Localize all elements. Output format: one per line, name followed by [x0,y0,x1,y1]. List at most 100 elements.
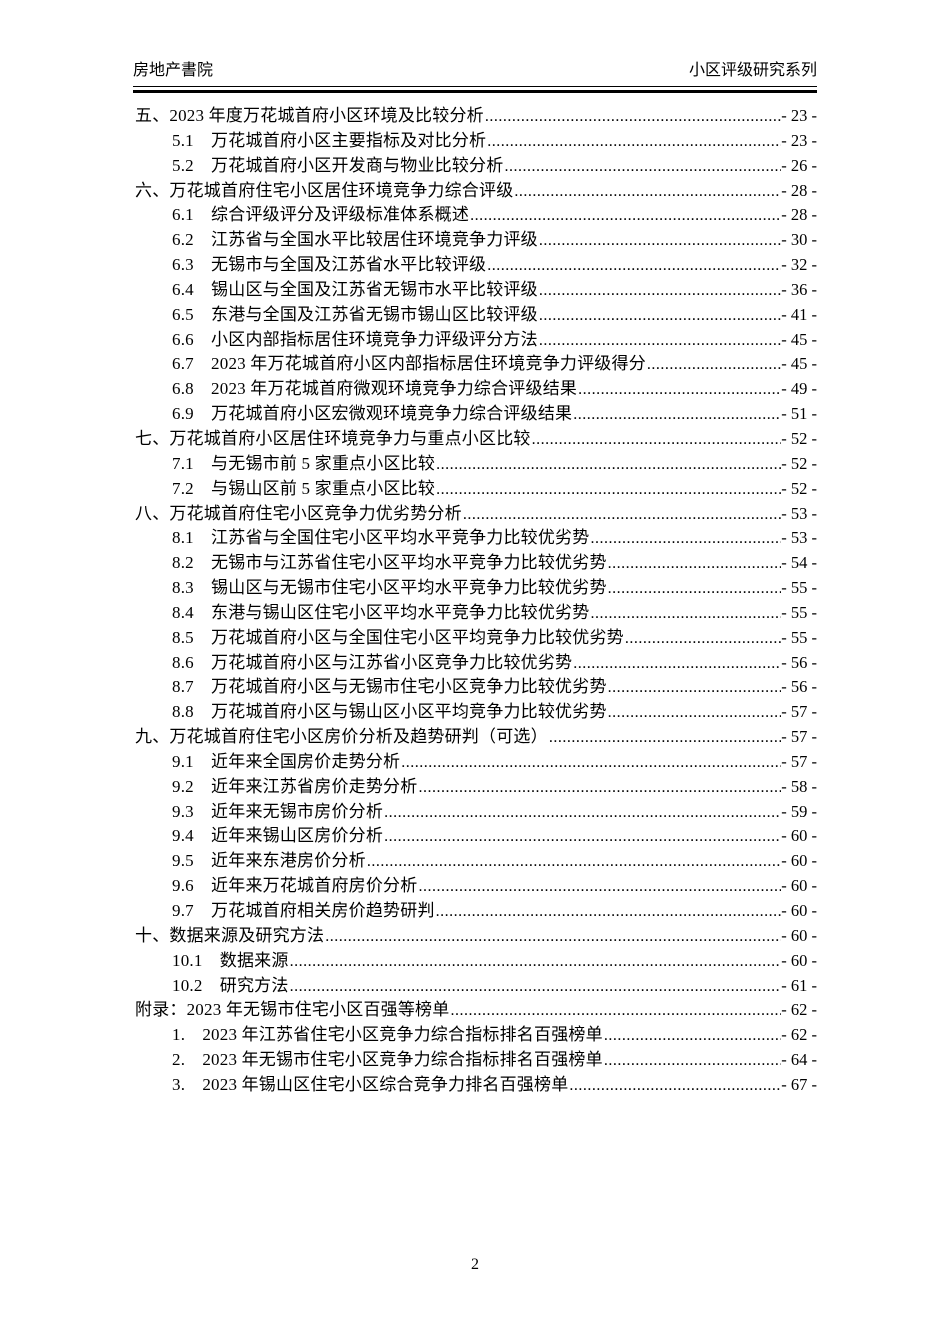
toc-entry[interactable]: 9.2 近年来江苏省房价走势分析 - 58 - [133,772,817,797]
toc-entry[interactable]: 六、万花城首府住宅小区居住环境竞争力综合评级 - 28 - [133,176,817,201]
toc-entry[interactable]: 10.2 研究方法 - 61 - [133,971,817,996]
toc-page-number: - 64 - [781,1050,817,1070]
header-left-text: 房地产書院 [133,62,214,79]
toc-dot-leader [436,903,782,921]
toc-entry[interactable]: 附录：2023 年无锡市住宅小区百强等榜单 - 62 - [133,995,817,1020]
toc-page-number: - 45 - [781,329,817,349]
toc-dot-leader [604,1052,781,1070]
toc-entry[interactable]: 8.2 无锡市与江苏省住宅小区平均水平竞争力比较优劣势 - 54 - [133,548,817,573]
toc-entry[interactable]: 五、2023 年度万花城首府小区环境及比较分析 - 23 - [133,101,817,126]
page-footer: 2 [0,1256,950,1274]
toc-entry[interactable]: 3. 2023 年锡山区住宅小区综合竞争力排名百强榜单 - 67 - [133,1070,817,1095]
toc-entry[interactable]: 10.1 数据来源 - 60 - [133,946,817,971]
toc-entry[interactable]: 6.2 江苏省与全国水平比较居住环境竞争力评级 - 30 - [133,225,817,250]
toc-dot-leader [625,630,781,648]
toc-entry[interactable]: 1. 2023 年江苏省住宅小区竞争力综合指标排名百强榜单 - 62 - [133,1020,817,1045]
toc-entry[interactable]: 6.1 综合评级评分及评级标准体系概述 - 28 - [133,200,817,225]
toc-page-number: - 58 - [781,776,817,796]
toc-entry[interactable]: 8.6 万花城首府小区与江苏省小区竞争力比较优劣势 - 56 - [133,648,817,673]
toc-entry[interactable]: 8.7 万花城首府小区与无锡市住宅小区竞争力比较优劣势 - 56 - [133,672,817,697]
toc-entry[interactable]: 9.6 近年来万花城首府房价分析 - 60 - [133,871,817,896]
toc-entry-label: 2. 2023 年无锡市住宅小区竞争力综合指标排名百强榜单 [172,1050,603,1070]
page-header: 房地产書院 小区评级研究系列 [133,58,817,84]
toc-page-number: - 60 - [781,901,817,920]
toc-entry-label: 7.2 与锡山区前 5 家重点小区比较 [172,478,436,498]
toc-page-number: - 60 - [781,826,817,846]
toc-entry-label: 6.3 无锡市与全国及江苏省水平比较评级 [172,255,487,275]
toc-page-number: - 28 - [781,205,817,225]
toc-entry[interactable]: 十、数据来源及研究方法 - 60 - [133,921,817,946]
toc-entry[interactable]: 8.8 万花城首府小区与锡山区小区平均竞争力比较优劣势 - 57 - [133,697,817,722]
toc-page-number: - 56 - [781,652,817,672]
toc-dot-leader [532,431,782,449]
toc-dot-leader [470,207,781,225]
toc-entry[interactable]: 9.1 近年来全国房价走势分析 - 57 - [133,747,817,772]
toc-entry[interactable]: 7.1 与无锡市前 5 家重点小区比较 - 52 - [133,449,817,474]
toc-dot-leader [485,108,781,126]
toc-entry-label: 6.7 2023 年万花城首府小区内部指标居住环境竞争力评级得分 [172,354,646,374]
toc-entry-label: 8.4 东港与锡山区住宅小区平均水平竞争力比较优劣势 [172,602,590,622]
toc-entry[interactable]: 8.1 江苏省与全国住宅小区平均水平竞争力比较优劣势 - 53 - [133,523,817,548]
toc-dot-leader [325,928,781,946]
toc-page-number: - 23 - [781,130,817,150]
toc-entry-label: 5.2 万花城首府小区开发商与物业比较分析 [172,155,504,175]
toc-entry-label: 7.1 与无锡市前 5 家重点小区比较 [172,453,436,473]
toc-dot-leader [487,257,781,275]
toc-entry[interactable]: 7.2 与锡山区前 5 家重点小区比较 - 52 - [133,474,817,499]
toc-entry[interactable]: 6.5 东港与全国及江苏省无锡市锡山区比较评级 - 41 - [133,300,817,325]
toc-dot-leader [436,456,781,474]
toc-entry[interactable]: 9.7 万花城首府相关房价趋势研判 - 60 - [133,896,817,921]
toc-dot-leader [450,1002,781,1020]
toc-entry-label: 五、2023 年度万花城首府小区环境及比较分析 [135,106,484,125]
toc-page-number: - 55 - [781,602,817,622]
toc-page-number: - 41 - [781,304,817,324]
toc-dot-leader [590,605,781,623]
toc-entry-label: 8.6 万花城首府小区与江苏省小区竞争力比较优劣势 [172,652,573,672]
toc-entry[interactable]: 8.3 锡山区与无锡市住宅小区平均水平竞争力比较优劣势 - 55 - [133,573,817,598]
toc-dot-leader [290,953,782,971]
toc-dot-leader [539,282,781,300]
toc-entry-label: 十、数据来源及研究方法 [135,925,325,945]
toc-dot-leader [367,853,781,871]
toc-entry[interactable]: 9.5 近年来东港房价分析 - 60 - [133,846,817,871]
toc-entry-label: 六、万花城首府住宅小区居住环境竞争力综合评级 [135,180,514,200]
toc-entry[interactable]: 七、万花城首府小区居住环境竞争力与重点小区比较 - 52 - [133,424,817,449]
toc-entry[interactable]: 6.9 万花城首府小区宏微观环境竞争力综合评级结果 - 51 - [133,399,817,424]
toc-page-number: - 60 - [781,925,817,945]
toc-entry[interactable]: 九、万花城首府住宅小区房价分析及趋势研判（可选） - 57 - [133,722,817,747]
toc-entry[interactable]: 八、万花城首府住宅小区竞争力优劣势分析 - 53 - [133,499,817,524]
toc-entry[interactable]: 8.4 东港与锡山区住宅小区平均水平竞争力比较优劣势 - 55 - [133,598,817,623]
toc-entry[interactable]: 6.8 2023 年万花城首府微观环境竞争力综合评级结果 - 49 - [133,374,817,399]
toc-entry[interactable]: 9.4 近年来锡山区房价分析 - 60 - [133,821,817,846]
toc-page-number: - 28 - [781,180,817,200]
toc-dot-leader [384,804,781,822]
toc-entry[interactable]: 6.4 锡山区与全国及江苏省无锡市水平比较评级 - 36 - [133,275,817,300]
toc-dot-leader [436,481,781,499]
toc-page-number: - 49 - [781,379,817,399]
toc-page-number: - 55 - [781,627,817,647]
toc-entry[interactable]: 5.2 万花城首府小区开发商与物业比较分析 - 26 - [133,151,817,176]
toc-entry[interactable]: 8.5 万花城首府小区与全国住宅小区平均竞争力比较优劣势 - 55 - [133,623,817,648]
toc-page-number: - 62 - [781,1025,817,1045]
toc-page-number: - 30 - [781,230,817,250]
toc-entry[interactable]: 2. 2023 年无锡市住宅小区竞争力综合指标排名百强榜单 - 64 - [133,1045,817,1070]
toc-entry[interactable]: 6.6 小区内部指标居住环境竞争力评级评分方法 - 45 - [133,325,817,350]
toc-dot-leader [608,555,782,573]
table-of-contents: 五、2023 年度万花城首府小区环境及比较分析- 23 -5.1 万花城首府小区… [133,101,817,1095]
toc-page-number: - 60 - [781,851,817,871]
toc-dot-leader [573,655,781,673]
toc-page-number: - 26 - [781,155,817,175]
toc-entry[interactable]: 5.1 万花城首府小区主要指标及对比分析 - 23 - [133,126,817,151]
toc-dot-leader [608,679,782,697]
toc-entry-label: 8.2 无锡市与江苏省住宅小区平均水平竞争力比较优劣势 [172,553,607,573]
toc-page-number: - 57 - [781,751,817,771]
toc-entry-label: 6.6 小区内部指标居住环境竞争力评级评分方法 [172,329,538,349]
toc-entry[interactable]: 9.3 近年来无锡市房价分析 - 59 - [133,797,817,822]
toc-entry[interactable]: 6.3 无锡市与全国及江苏省水平比较评级 - 32 - [133,250,817,275]
toc-entry-label: 9.3 近年来无锡市房价分析 [172,801,384,821]
toc-entry[interactable]: 6.7 2023 年万花城首府小区内部指标居住环境竞争力评级得分 - 45 - [133,349,817,374]
toc-entry-label: 5.1 万花城首府小区主要指标及对比分析 [172,130,487,150]
toc-dot-leader [418,779,781,797]
header-rule-thick [133,90,817,93]
toc-page-number: - 60 - [781,876,817,896]
